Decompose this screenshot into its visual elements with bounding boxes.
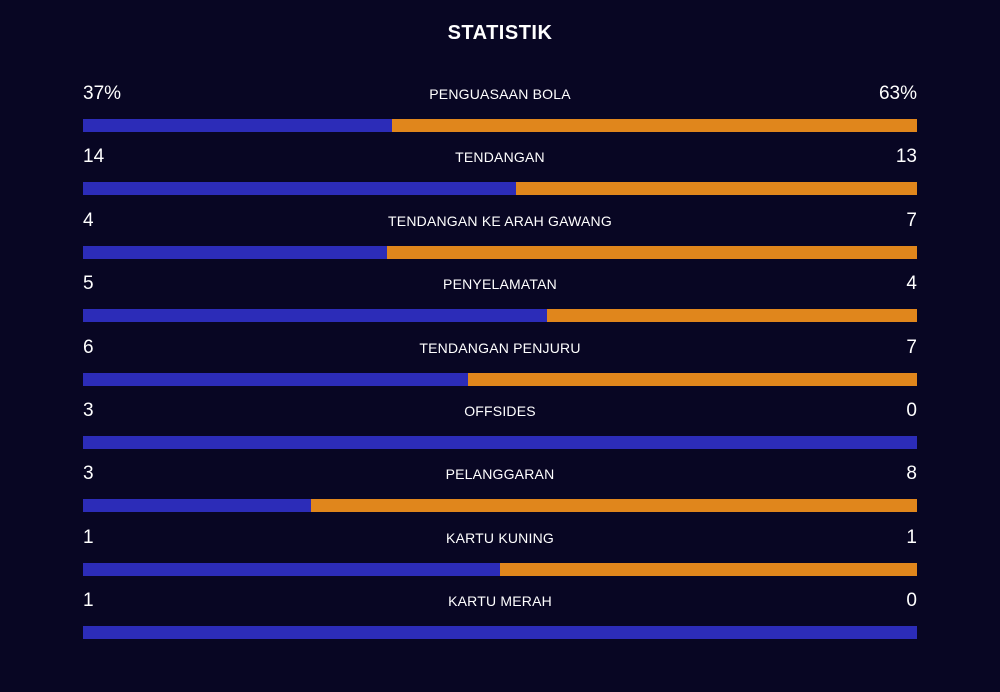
away-bar-fill	[546, 309, 917, 323]
stat-row: 37% PENGUASAAN BOLA 63%	[83, 80, 917, 143]
home-bar-fill	[83, 119, 392, 132]
stat-header: 1 KARTU MERAH 0	[83, 587, 917, 615]
stat-row: 1 KARTU MERAH 0	[83, 587, 917, 650]
stat-label: PELANGGARAN	[445, 466, 555, 483]
home-value: 6	[83, 336, 94, 358]
away-value: 1	[906, 526, 917, 548]
home-value: 1	[83, 590, 94, 612]
away-value: 7	[906, 209, 917, 231]
away-bar-fill	[500, 562, 917, 576]
stats-list: 37% PENGUASAAN BOLA 63% 14 TENDANGAN 13 4 TENDA…	[83, 80, 917, 651]
home-bar-fill	[83, 562, 500, 576]
away-bar-fill	[386, 245, 917, 259]
home-value: 14	[83, 146, 105, 168]
stat-label: PENGUASAAN BOLA	[429, 86, 571, 102]
away-bar-fill	[515, 182, 917, 196]
away-value: 0	[906, 590, 917, 612]
home-value: 3	[83, 399, 94, 421]
stat-header: 1 KARTU KUNING 1	[83, 524, 917, 552]
stat-row: 5 PENYELAMATAN 4	[83, 270, 917, 333]
away-bar-fill	[468, 372, 917, 386]
stat-label: TENDANGAN PENJURU	[419, 339, 581, 356]
stat-label: KARTU MERAH	[448, 593, 552, 610]
stat-label: TENDANGAN KE ARAH GAWANG	[388, 212, 612, 229]
stats-title: STATISTIK	[447, 22, 553, 44]
home-bar-fill	[83, 245, 387, 259]
stat-label: TENDANGAN	[455, 149, 545, 166]
away-value: 63%	[878, 83, 917, 104]
comparison-bar	[83, 626, 917, 640]
away-value: 13	[895, 146, 917, 168]
home-bar-fill	[83, 499, 311, 513]
home-bar-fill	[83, 309, 547, 323]
stat-header: 3 PELANGGARAN 8	[83, 460, 917, 488]
stat-header: 5 PENYELAMATAN 4	[83, 270, 917, 298]
stat-row: 4 TENDANGAN KE ARAH GAWANG 7	[83, 207, 917, 270]
stat-label: OFFSIDES	[464, 402, 536, 419]
comparison-bar	[83, 309, 917, 323]
stat-row: 1 KARTU KUNING 1	[83, 524, 917, 587]
comparison-bar	[83, 245, 917, 259]
away-value: 8	[906, 463, 917, 485]
stat-header: 4 TENDANGAN KE ARAH GAWANG 7	[83, 207, 917, 235]
away-bar-fill	[310, 499, 917, 513]
stat-label: KARTU KUNING	[446, 529, 554, 546]
home-bar-fill	[83, 435, 917, 449]
away-bar-fill	[391, 119, 917, 132]
stat-header: 37% PENGUASAAN BOLA 63%	[83, 80, 917, 108]
stat-row: 3 OFFSIDES 0	[83, 397, 917, 460]
home-bar-fill	[83, 372, 469, 386]
stat-header: 6 TENDANGAN PENJURU 7	[83, 334, 917, 362]
home-value: 1	[83, 526, 94, 548]
home-value: 4	[83, 209, 94, 231]
comparison-bar	[83, 119, 917, 132]
stat-label: PENYELAMATAN	[443, 276, 557, 293]
away-value: 0	[906, 399, 917, 421]
stat-row: 14 TENDANGAN 13	[83, 143, 917, 206]
home-value: 37%	[83, 83, 122, 104]
stat-row: 6 TENDANGAN PENJURU 7	[83, 334, 917, 397]
home-bar-fill	[83, 626, 917, 640]
stat-header: 3 OFFSIDES 0	[83, 397, 917, 425]
comparison-bar	[83, 435, 917, 449]
stat-header: 14 TENDANGAN 13	[83, 143, 917, 171]
away-value: 4	[906, 273, 917, 295]
home-bar-fill	[83, 182, 516, 196]
away-value: 7	[906, 336, 917, 358]
stat-row: 3 PELANGGARAN 8	[83, 460, 917, 523]
comparison-bar	[83, 562, 917, 576]
home-value: 5	[83, 273, 94, 295]
home-value: 3	[83, 463, 94, 485]
comparison-bar	[83, 372, 917, 386]
comparison-bar	[83, 182, 917, 196]
comparison-bar	[83, 499, 917, 513]
